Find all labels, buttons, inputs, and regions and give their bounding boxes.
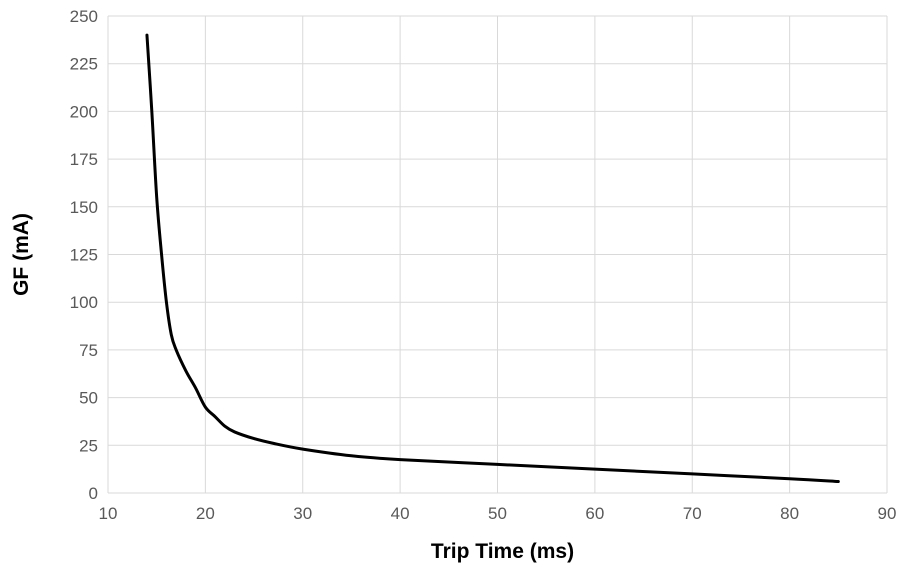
x-tick-label: 90 [878,504,897,523]
y-axis-ticks: 0 25 50 75 100 125 150 175 200 225 250 [70,7,98,503]
x-tick-label: 40 [391,504,410,523]
y-tick-label: 225 [70,55,98,74]
x-tick-label: 70 [683,504,702,523]
y-axis-title: GF (mA) [10,213,33,296]
x-tick-label: 20 [196,504,215,523]
x-tick-label: 60 [585,504,604,523]
grid [107,15,888,494]
y-tick-label: 150 [70,198,98,217]
y-tick-label: 50 [79,389,98,408]
x-tick-label: 50 [488,504,507,523]
y-tick-label: 175 [70,150,98,169]
y-tick-label: 100 [70,293,98,312]
y-tick-label: 200 [70,102,98,121]
y-tick-label: 250 [70,7,98,26]
y-tick-label: 0 [89,484,98,503]
series-line-0 [145,33,840,484]
x-tick-label: 30 [293,504,312,523]
y-tick-label: 25 [79,436,98,455]
y-tick-label: 125 [70,246,98,265]
x-tick-label: 80 [780,504,799,523]
y-tick-label: 75 [79,341,98,360]
x-axis-ticks: 10 20 30 40 50 60 70 80 90 [99,504,897,523]
series-group [145,33,840,484]
x-tick-label: 10 [99,504,118,523]
x-axis-title: Trip Time (ms) [431,540,574,563]
